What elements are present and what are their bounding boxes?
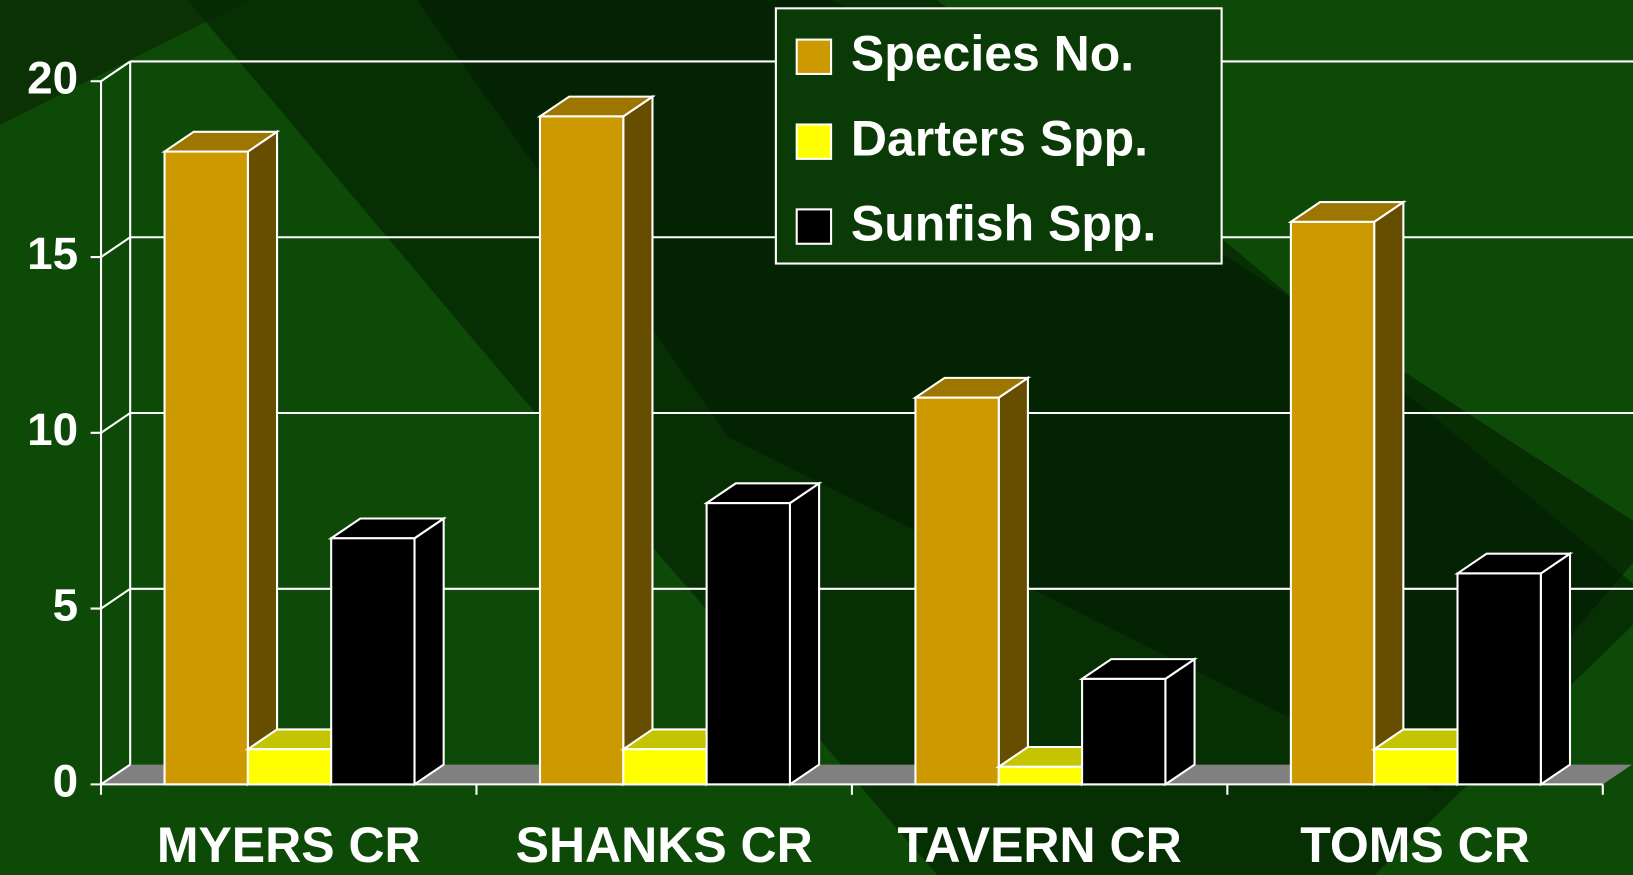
x-tick-label: SHANKS CR [516, 817, 813, 873]
bar-side [1164, 657, 1196, 787]
bar [914, 396, 1000, 786]
bar [1373, 748, 1459, 786]
y-tick-label: 20 [27, 52, 78, 103]
x-tick-label: TAVERN CR [898, 817, 1182, 873]
bar [705, 502, 791, 786]
y-tick-label: 15 [27, 228, 78, 279]
legend-swatch [795, 208, 833, 245]
bar-side [246, 129, 279, 787]
x-tick-label: TOMS CR [1300, 817, 1530, 873]
bar [1289, 220, 1376, 786]
y-tick-label: 10 [27, 404, 78, 455]
floor [101, 764, 1632, 785]
bar-side [1373, 200, 1405, 787]
bar-side [788, 481, 821, 787]
bar-side [997, 375, 1029, 787]
x-tick-label: MYERS CR [157, 817, 421, 873]
legend-swatch [795, 123, 833, 160]
bar [997, 765, 1084, 786]
y-tick-label: 0 [53, 755, 78, 806]
bar-side [622, 94, 654, 787]
bar [1456, 572, 1542, 786]
bar [622, 748, 708, 786]
bar-side [1539, 551, 1572, 787]
bar-side [413, 516, 445, 787]
y-tick-label: 5 [53, 580, 78, 631]
legend-label: Darters Spp. [851, 110, 1148, 166]
legend-label: Sunfish Spp. [851, 195, 1156, 251]
legend-box [774, 7, 1223, 265]
legend-swatch [795, 38, 833, 75]
bar [330, 537, 416, 786]
bar [1081, 677, 1167, 786]
bar [163, 150, 249, 786]
background-shape [0, 0, 250, 125]
bar [538, 115, 625, 786]
legend-label: Species No. [851, 25, 1134, 81]
bar [246, 748, 333, 786]
